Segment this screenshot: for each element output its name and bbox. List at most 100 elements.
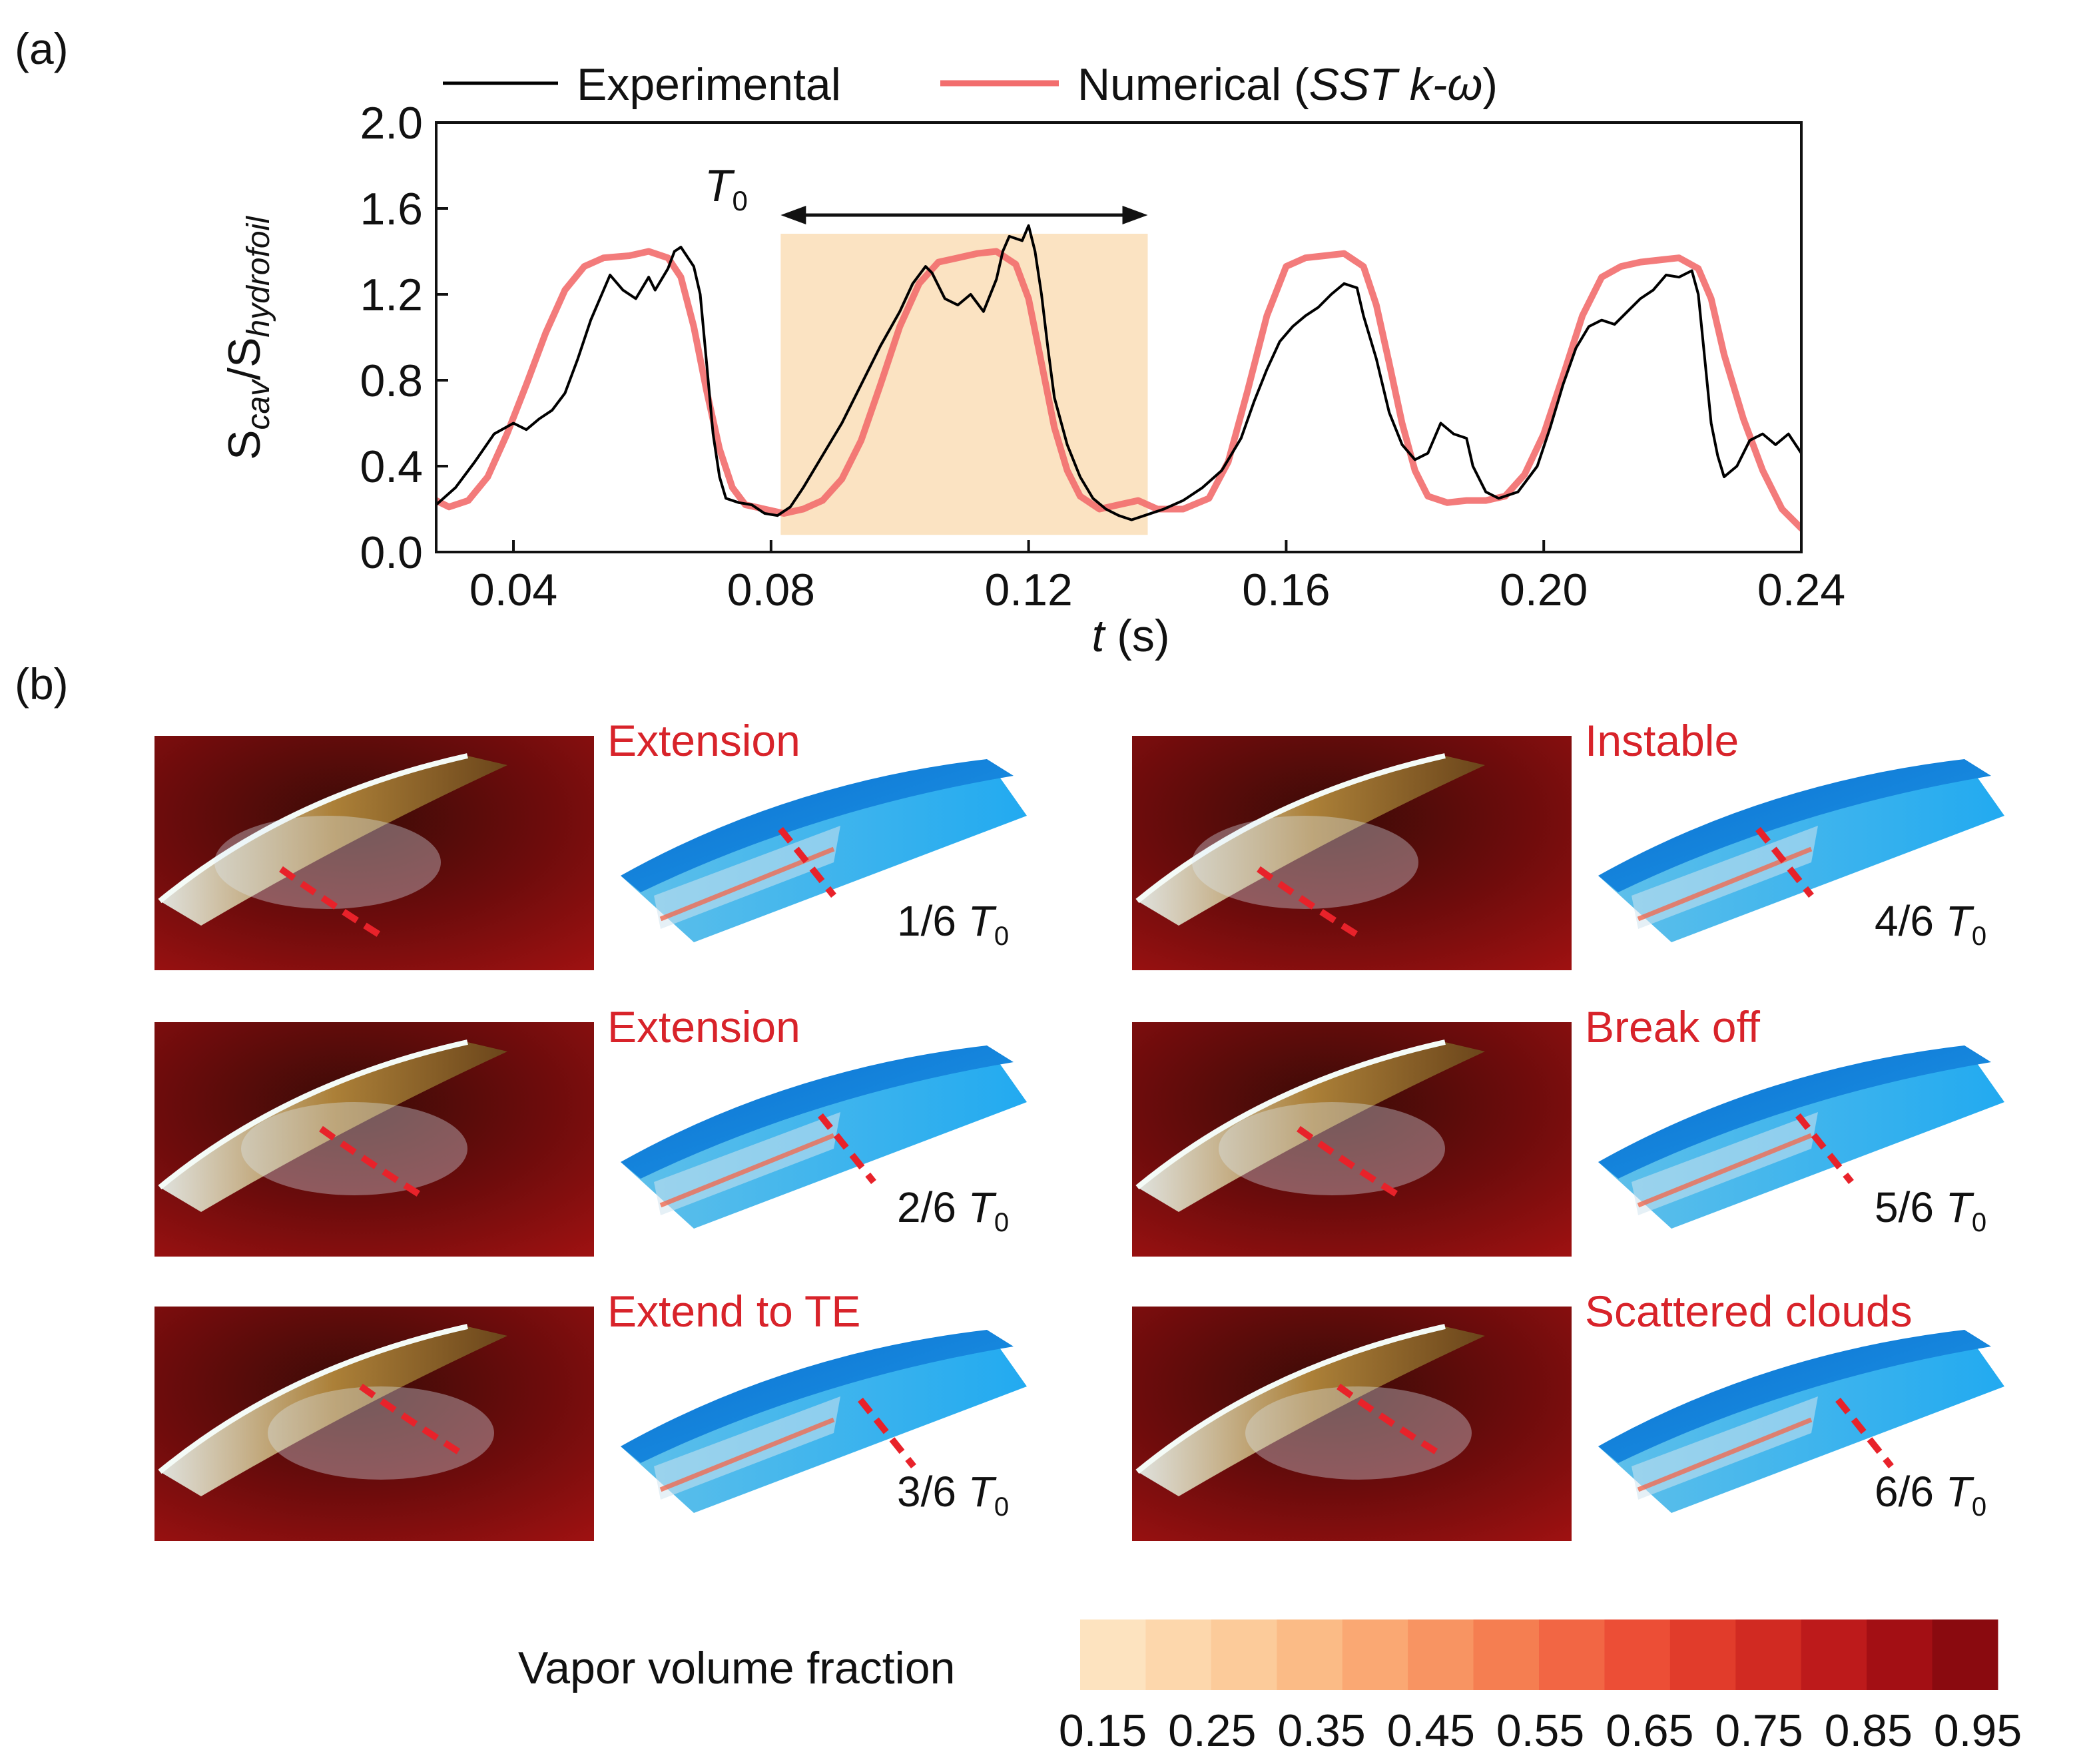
hydrofoil-render-top [621,759,1014,892]
vapor-fraction-colorbar: Vapor volume fraction 0.15 0.25 0.35 0.45 0.… [518,1619,2022,1756]
stage-5: Break off 5/6 T0 [1132,1002,2004,1257]
y-tick-label: 2.0 [360,98,423,148]
hydrofoil-photo [1137,1042,1485,1212]
period-arrow-left-head [780,206,806,224]
axis-ticks [436,121,1803,553]
cavity-front-marker [1297,1125,1400,1199]
phase-label: 1/6 T0 [897,897,1009,951]
series-layer [436,224,1801,532]
colorbar-label: Vapor volume fraction [518,1643,955,1693]
y-axis-title: Scav/Shydrofoil [219,216,276,460]
colorbar-cell [1801,1619,1867,1690]
colorbar-tick-label: 0.35 [1277,1705,1365,1756]
stage-title: Instable [1585,716,1739,765]
hydrofoil-render-top [1598,1330,1991,1463]
cavity-front-marker [279,866,383,939]
period-band [780,234,1148,535]
colorbar-tick-label: 0.45 [1387,1705,1475,1756]
cavity-front-marker [319,1125,423,1199]
period-annotation: T0 [705,160,1148,224]
vapor-core [659,1417,835,1492]
cavity-cloud [1245,1386,1472,1480]
cavity-cloud [214,816,441,909]
x-tick-label: 0.08 [727,565,815,615]
leading-edge-glare [158,1039,468,1190]
colorbar-cell [1145,1619,1212,1690]
leading-edge-glare [158,1324,468,1474]
phase-label: 3/6 T0 [897,1468,1009,1522]
cavity-cloud [1192,816,1418,909]
hydrofoil-photo [1137,1326,1485,1496]
colorbar-cell [1473,1619,1540,1690]
phase-label: 6/6 T0 [1875,1468,1986,1522]
series-numerical-line [436,248,1801,532]
render-front-marker [778,826,836,898]
x-tick-label: 0.20 [1500,565,1588,615]
cavity-front-marker [1337,1383,1440,1456]
render-front-marker [1835,1397,1894,1469]
period-label: T0 [705,160,748,216]
y-tick-label: 1.6 [360,184,423,234]
leading-edge-glare [158,753,468,904]
cavity-area-chart: 0.04 0.08 0.12 0.16 0.20 0.24 0.0 0.4 0.8 1.2 1.6 2… [219,59,1845,661]
leading-edge-glare [1135,1324,1446,1474]
colorbar-cell [1735,1619,1802,1690]
leading-edge-glare [1135,1039,1446,1190]
colorbar-cell [1408,1619,1474,1690]
stage-title: Extend to TE [607,1287,860,1336]
period-arrow-right-head [1122,206,1148,224]
colorbar-cell [1539,1619,1605,1690]
legend-label-experimental: Experimental [577,59,841,110]
hydrofoil-render-top [1598,1045,1991,1179]
stage-2: Extension 2/6 T0 [154,1002,1027,1257]
stage-title: Extension [607,1002,800,1051]
hydrofoil-photo [160,1042,507,1212]
vapor-core [1637,1417,1813,1492]
stage-title: Scattered clouds [1585,1287,1913,1336]
phase-label: 5/6 T0 [1875,1183,1986,1237]
stage-4: Instable 4/6 T0 [1132,716,2004,970]
colorbar-ticks: 0.15 0.25 0.35 0.45 0.55 0.65 0.75 0.85 0.95 [1059,1705,2022,1756]
x-tick-label: 0.04 [469,565,557,615]
colorbar-cell [1342,1619,1408,1690]
hydrofoil-photo [160,756,507,926]
phase-label: 2/6 T0 [897,1183,1009,1237]
phase-label: 4/6 T0 [1875,897,1986,951]
plot-frame [435,121,1803,553]
render-front-marker [818,1113,876,1185]
y-tick-label: 1.2 [360,270,423,320]
render-front-marker [1755,826,1814,898]
colorbar-tick-label: 0.15 [1059,1705,1147,1756]
colorbar-tick-label: 0.55 [1496,1705,1584,1756]
vapor-core [659,1133,835,1208]
stage-6: Scattered clouds 6/6 T0 [1132,1287,2004,1541]
render-front-marker [858,1397,916,1469]
x-tick-label: 0.16 [1242,565,1330,615]
colorbar-tick-label: 0.25 [1168,1705,1256,1756]
colorbar-cell [1211,1619,1277,1690]
panel-label-b: (b) [15,659,69,709]
stage-title: Break off [1585,1002,1761,1051]
x-axis-title: t (s) [1091,611,1169,661]
legend: Experimental Numerical (SST k-ω) [443,59,1498,110]
colorbar-cell [1669,1619,1736,1690]
hydrofoil-photo [160,1326,507,1496]
cavity-front-marker [359,1383,463,1456]
colorbar-tick-label: 0.65 [1606,1705,1693,1756]
leading-edge-glare [1135,753,1446,904]
hydrofoil-render-top [621,1045,1014,1179]
x-tick-label: 0.24 [1757,565,1845,615]
y-tick-label: 0.0 [360,527,423,578]
colorbar-cell [1080,1619,1146,1690]
vapor-core [1637,1133,1813,1208]
colorbar-cells [1080,1619,1998,1690]
colorbar-tick-label: 0.75 [1715,1705,1803,1756]
stage-3: Extend to TE 3/6 T0 [154,1287,1027,1541]
colorbar-cell [1277,1619,1343,1690]
cavity-cloud [268,1386,494,1480]
colorbar-cell [1932,1619,1998,1690]
hydrofoil-photo [1137,756,1485,926]
colorbar-tick-label: 0.95 [1934,1705,2022,1756]
series-experimental-line [436,224,1801,521]
stage-1: Extension 1/6 T0 [154,716,1027,970]
